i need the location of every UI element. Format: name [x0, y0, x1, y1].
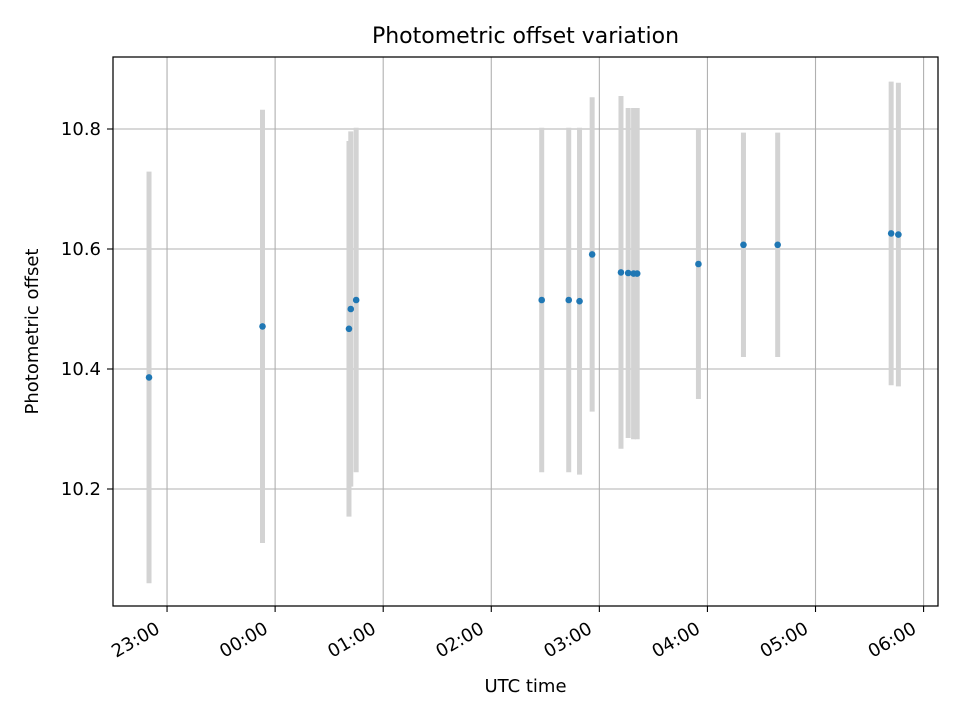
y-tick-label: 10.8 [61, 119, 101, 140]
x-axis-title: UTC time [484, 676, 566, 697]
data-points [145, 230, 902, 381]
data-point [259, 323, 266, 330]
y-tick-label: 10.2 [61, 479, 101, 500]
data-point [576, 297, 583, 305]
data-point [695, 260, 702, 268]
data-point [624, 269, 632, 277]
data-point [352, 296, 360, 304]
grid-lines [113, 57, 938, 606]
chart-title: Photometric offset variation [372, 24, 679, 49]
data-point [538, 296, 546, 304]
data-point [633, 270, 641, 277]
data-point [347, 305, 355, 313]
data-point [588, 251, 596, 258]
plot-frame [112, 56, 939, 607]
y-axis-ticks: 10.2 10.4 10.6 10.8 [61, 119, 113, 500]
data-point [895, 231, 902, 238]
y-axis-title: Photometric offset [22, 249, 43, 415]
y-tick-label: 10.4 [61, 359, 101, 380]
y-tick-label: 10.6 [61, 239, 101, 260]
data-point [565, 296, 573, 304]
data-point [774, 241, 781, 249]
data-point [617, 269, 625, 276]
data-point [740, 241, 747, 249]
data-point [887, 230, 895, 237]
data-point [345, 325, 353, 333]
data-point [145, 374, 153, 381]
